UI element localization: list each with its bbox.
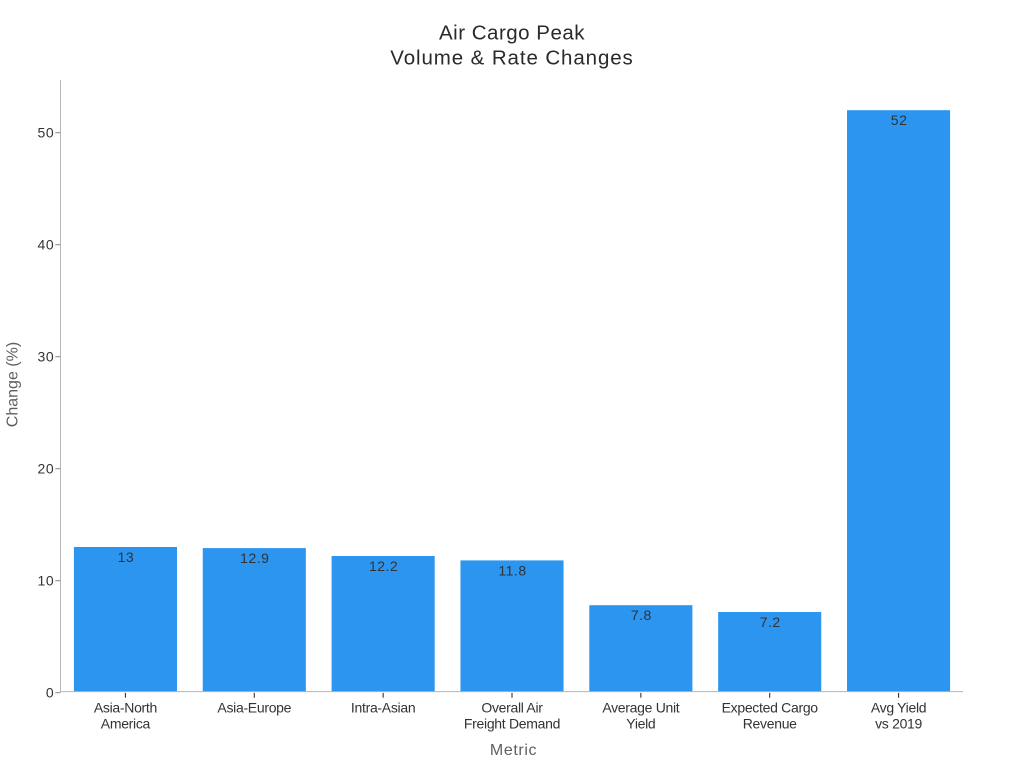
svg-text:Air Cargo Peak: Air Cargo Peak xyxy=(439,22,585,45)
svg-text:7.2: 7.2 xyxy=(760,614,781,630)
svg-text:Metric: Metric xyxy=(490,742,537,759)
svg-text:12.2: 12.2 xyxy=(369,558,398,574)
svg-text:Asia-North: Asia-North xyxy=(94,699,157,715)
svg-text:10: 10 xyxy=(38,573,55,589)
svg-text:12.9: 12.9 xyxy=(240,550,269,566)
svg-text:13: 13 xyxy=(118,549,135,565)
svg-text:Expected Cargo: Expected Cargo xyxy=(722,699,819,715)
svg-text:Freight Demand: Freight Demand xyxy=(464,716,560,732)
svg-text:52: 52 xyxy=(891,112,908,128)
svg-text:20: 20 xyxy=(38,461,55,477)
svg-text:Volume & Rate Changes: Volume & Rate Changes xyxy=(390,47,633,70)
svg-text:Revenue: Revenue xyxy=(743,716,797,732)
svg-text:Intra-Asian: Intra-Asian xyxy=(351,699,415,715)
svg-text:Overall Air: Overall Air xyxy=(481,699,543,715)
svg-text:vs 2019: vs 2019 xyxy=(875,716,922,732)
svg-text:40: 40 xyxy=(38,237,55,253)
svg-text:America: America xyxy=(101,716,151,732)
svg-text:Yield: Yield xyxy=(626,716,655,732)
svg-text:Change (%): Change (%) xyxy=(5,342,22,427)
svg-text:50: 50 xyxy=(38,125,55,141)
svg-text:30: 30 xyxy=(38,349,55,365)
svg-text:Avg Yield: Avg Yield xyxy=(871,699,926,715)
svg-text:0: 0 xyxy=(46,685,54,701)
svg-text:7.8: 7.8 xyxy=(631,607,652,623)
svg-text:11.8: 11.8 xyxy=(498,562,526,578)
svg-text:Asia-Europe: Asia-Europe xyxy=(217,699,291,715)
svg-text:Average Unit: Average Unit xyxy=(602,699,679,715)
